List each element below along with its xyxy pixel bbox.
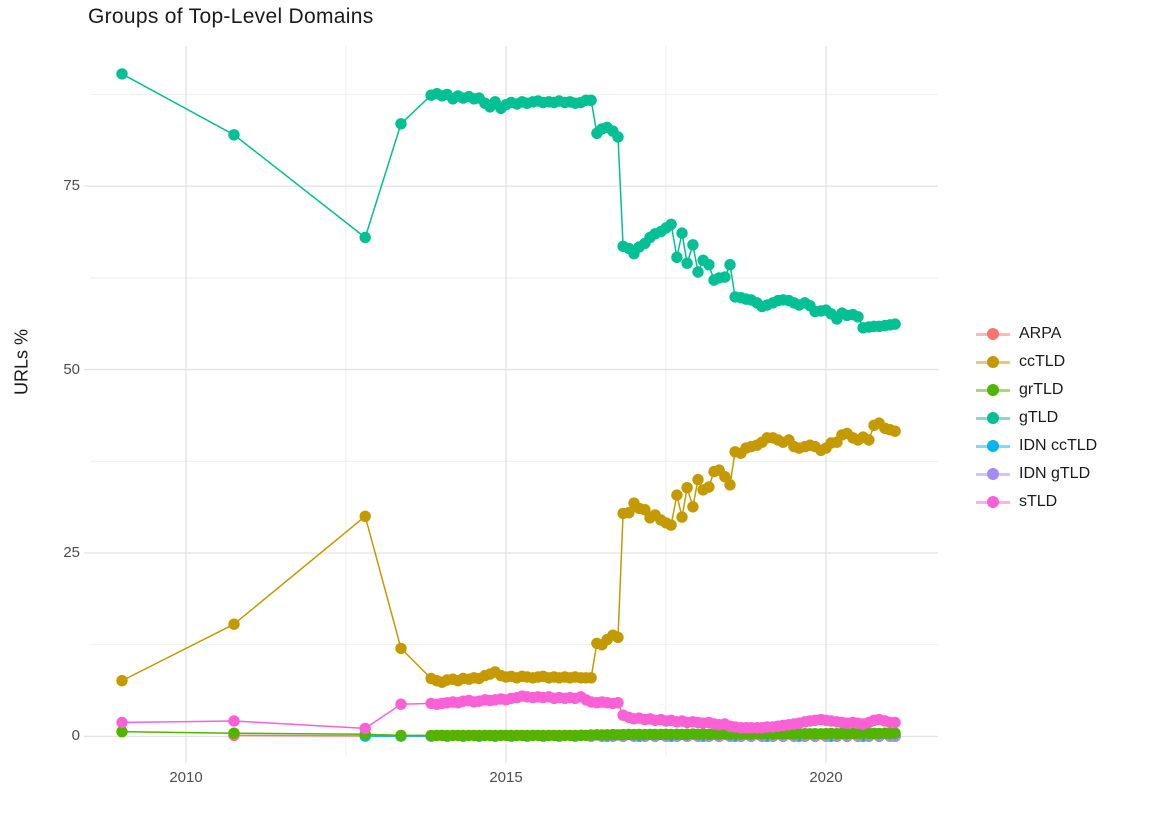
legend-key-icon xyxy=(976,384,1010,396)
legend-key-icon xyxy=(976,496,1010,508)
legend-item-label: gTLD xyxy=(1019,409,1059,426)
data-point xyxy=(676,511,688,523)
data-point xyxy=(395,698,407,710)
data-point xyxy=(395,729,407,742)
legend-item-label: sTLD xyxy=(1019,493,1058,510)
series-gtld xyxy=(116,68,901,334)
y-tick-label: 50 xyxy=(63,360,80,378)
gridlines xyxy=(84,46,938,763)
data-point xyxy=(724,479,736,491)
data-point xyxy=(692,266,704,278)
data-point xyxy=(228,727,240,739)
data-point xyxy=(665,218,677,230)
data-point xyxy=(671,251,683,263)
data-point xyxy=(671,489,683,501)
data-point xyxy=(863,434,875,446)
data-point xyxy=(359,231,371,244)
data-point xyxy=(116,68,128,80)
legend-key-icon xyxy=(976,328,1010,340)
data-point xyxy=(359,722,371,735)
legend-item-cctld: ccTLD xyxy=(976,348,1097,376)
x-tick-label: 2010 xyxy=(169,769,203,786)
data-point xyxy=(889,425,901,437)
data-point xyxy=(703,259,715,271)
data-point xyxy=(623,507,635,519)
data-point xyxy=(359,510,371,522)
data-point xyxy=(395,118,407,130)
legend-key-icon xyxy=(976,468,1010,480)
data-point xyxy=(585,94,597,107)
data-point xyxy=(612,631,624,644)
data-point xyxy=(852,311,864,323)
data-point xyxy=(889,716,901,729)
y-tick-label: 75 xyxy=(63,177,80,195)
data-point xyxy=(665,519,677,531)
data-point xyxy=(719,471,731,483)
data-point xyxy=(889,318,901,330)
data-point xyxy=(116,726,128,738)
y-tick-label: 0 xyxy=(71,727,80,745)
data-point xyxy=(228,618,240,630)
series-stld xyxy=(116,690,901,735)
data-point xyxy=(116,675,128,687)
legend-item-idn-gtld: IDN gTLD xyxy=(976,460,1097,488)
data-point xyxy=(612,697,624,709)
data-point xyxy=(639,504,651,516)
data-point xyxy=(687,501,699,513)
legend-item-label: ARPA xyxy=(1019,325,1062,342)
chart-title: Groups of Top-Level Domains xyxy=(88,5,374,28)
data-point xyxy=(395,642,407,655)
data-point xyxy=(228,715,240,727)
data-point xyxy=(676,227,688,239)
y-tick-label: 25 xyxy=(63,544,80,562)
series-grtld xyxy=(116,726,901,742)
x-tick-label: 2020 xyxy=(809,769,843,786)
legend-item-stld: sTLD xyxy=(976,488,1097,516)
data-point xyxy=(585,672,597,684)
legend-item-arpa: ARPA xyxy=(976,320,1097,348)
legend-item-label: IDN ccTLD xyxy=(1019,437,1098,454)
legend-key-icon xyxy=(976,356,1010,368)
legend-item-idn-cctld: IDN ccTLD xyxy=(976,432,1097,460)
data-point xyxy=(228,129,240,141)
legend-item-gtld: gTLD xyxy=(976,404,1097,432)
x-tick-label: 2015 xyxy=(489,769,523,786)
legend-key-icon xyxy=(976,440,1010,452)
legend-item-grtld: grTLD xyxy=(976,376,1097,404)
legend-item-label: ccTLD xyxy=(1019,353,1066,370)
data-point xyxy=(719,271,731,283)
data-point xyxy=(889,727,901,739)
legend: ARPA ccTLD grTLD gTLD IDN ccTLD IDN gTLD sTLD xyxy=(976,320,1097,516)
series-cctld xyxy=(116,417,901,688)
data-point xyxy=(687,239,699,251)
data-point xyxy=(612,131,624,143)
data-point xyxy=(703,481,715,493)
legend-key-icon xyxy=(976,412,1010,424)
data-point xyxy=(681,257,693,269)
legend-item-label: IDN gTLD xyxy=(1019,465,1091,482)
data-point xyxy=(724,259,736,271)
data-point xyxy=(692,473,704,486)
legend-item-label: grTLD xyxy=(1019,381,1064,398)
data-point xyxy=(116,716,128,729)
data-point xyxy=(681,482,693,494)
